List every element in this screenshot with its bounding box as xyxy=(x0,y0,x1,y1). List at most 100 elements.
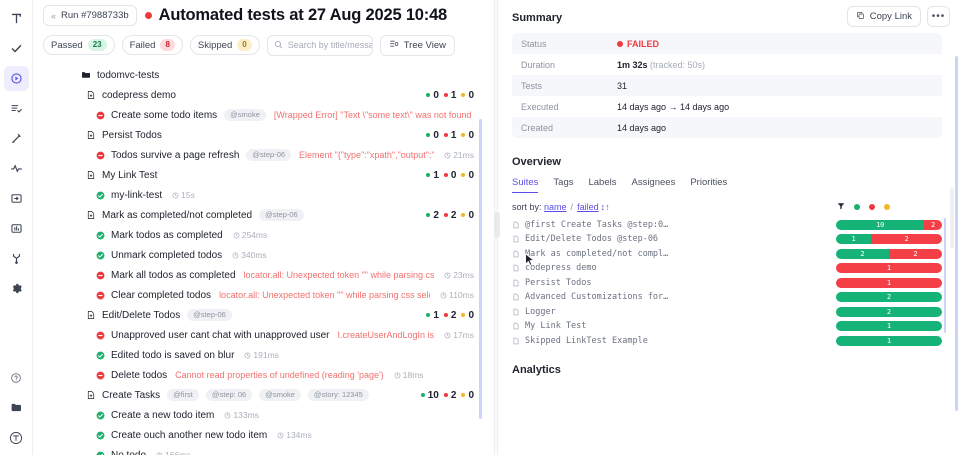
filter-passed[interactable]: Passed 23 xyxy=(43,35,115,55)
panel-splitter[interactable] xyxy=(494,0,500,455)
tree-test-row[interactable]: Todos survive a page refresh @step-06 Elem… xyxy=(33,145,496,165)
suite-tag[interactable]: @story: 12345 xyxy=(307,389,369,401)
search-input[interactable] xyxy=(287,40,372,50)
tree-suite-row[interactable]: Mark as completed/not completed @step-06 2… xyxy=(33,205,496,225)
splitter-grip[interactable] xyxy=(494,212,500,238)
tree-view-button[interactable]: Tree View xyxy=(379,34,455,56)
analytics-spark-icon[interactable] xyxy=(4,156,29,181)
test-tag[interactable]: @smoke xyxy=(224,109,266,121)
suite-tag[interactable]: @step: 06 xyxy=(205,389,253,401)
overview-suite-row[interactable]: Skipped LinkTest Example 1 xyxy=(512,334,942,348)
overview-heading: Overview xyxy=(512,156,561,168)
tree-test-row[interactable]: Create some todo items @smoke [Wrapped Err… xyxy=(33,105,496,125)
tree-suite-row[interactable]: Edit/Delete Todos @step-06 1 2 0 xyxy=(33,305,496,325)
page-title: Automated tests at 27 Aug 2025 10:48 xyxy=(144,6,447,25)
logo-icon[interactable] xyxy=(4,6,29,31)
test-error-message: Cannot read properties of undefined (rea… xyxy=(175,370,384,380)
overview-suite-row[interactable]: @first Create Tasks @step:06… 10 2 xyxy=(512,218,942,232)
overview-scrollbar[interactable] xyxy=(944,218,946,333)
tree-test-row[interactable]: Unmark completed todos 340ms xyxy=(33,245,496,265)
tab-assignees[interactable]: Assignees xyxy=(631,177,676,188)
suite-tag[interactable]: @step-06 xyxy=(187,309,232,321)
sort-direction-arrows[interactable]: ↕↑ xyxy=(600,202,610,212)
overview-suite-name: @first Create Tasks @step:06… xyxy=(525,219,673,230)
tree-test-row[interactable]: No todo 166ms xyxy=(33,445,496,455)
bar-segment-failed: 2 xyxy=(889,248,942,259)
copy-icon xyxy=(856,11,865,23)
left-scrollbar[interactable] xyxy=(479,119,482,419)
test-error-message: I.createUserAndLogIn is not a function xyxy=(337,330,435,340)
suite-tag[interactable]: @smoke xyxy=(259,389,301,401)
help-circle-icon[interactable] xyxy=(4,365,29,390)
gear-icon[interactable] xyxy=(4,276,29,301)
branch-merge-icon[interactable] xyxy=(4,246,29,271)
more-options-button[interactable]: ••• xyxy=(927,6,950,27)
status-failed-icon xyxy=(96,271,105,280)
legend-dot-passed[interactable] xyxy=(854,204,860,210)
run-clock-icon[interactable] xyxy=(3,66,29,91)
test-duration: 191ms xyxy=(244,350,279,360)
tree-test-row[interactable]: Create ouch another new todo item 134ms xyxy=(33,425,496,445)
overview-suite-row[interactable]: Logger 2 xyxy=(512,305,942,319)
overview-suite-name: Skipped LinkTest Example xyxy=(525,335,648,346)
status-passed-icon xyxy=(96,411,105,420)
avatar-icon[interactable] xyxy=(4,425,29,450)
legend-dot-skipped[interactable] xyxy=(884,204,890,210)
sort-prefix: sort by: xyxy=(512,202,542,212)
folder-icon[interactable] xyxy=(4,395,29,420)
tree-root-row[interactable]: todomvc-tests xyxy=(33,65,496,85)
tree-test-row[interactable]: Unapproved user cant chat with unapprove… xyxy=(33,325,496,345)
suite-tag[interactable]: @step-06 xyxy=(259,209,304,221)
tree-suite-row[interactable]: codepress demo 0 1 0 xyxy=(33,85,496,105)
sort-by-failed-link[interactable]: failed xyxy=(577,202,599,212)
tree-suite-row[interactable]: My Link Test 1 0 0 xyxy=(33,165,496,185)
summary-heading: Summary xyxy=(512,12,563,24)
overview-suite-row[interactable]: Advanced Customizations for … 2 xyxy=(512,291,942,305)
tab-priorities[interactable]: Priorities xyxy=(690,177,728,188)
suite-label: Edit/Delete Todos xyxy=(102,309,181,321)
tree-test-row[interactable]: Delete todos Cannot read properties of un… xyxy=(33,365,496,385)
overview-suite-row[interactable]: Edit/Delete Todos @step-06 1 2 xyxy=(512,233,942,247)
bar-segment-passed: 10 xyxy=(836,219,925,230)
edit-pencil-icon[interactable] xyxy=(4,126,29,151)
report-chart-icon[interactable] xyxy=(4,216,29,241)
checkmark-icon[interactable] xyxy=(4,36,29,61)
run-id-chip[interactable]: « Run #7988733b xyxy=(43,5,137,26)
tree-suite-row[interactable]: Persist Todos 0 1 0 xyxy=(33,125,496,145)
overview-suite-row[interactable]: Mark as completed/not comple… 2 2 xyxy=(512,247,942,261)
right-scrollbar[interactable] xyxy=(955,56,958,411)
count-passed: 10 xyxy=(420,390,439,401)
legend-dot-failed[interactable] xyxy=(869,204,875,210)
filter-skipped[interactable]: Skipped 0 xyxy=(189,35,260,55)
copy-link-button[interactable]: Copy Link xyxy=(846,6,921,27)
tree-test-row[interactable]: Create a new todo item 133ms xyxy=(33,405,496,425)
tree-view-icon xyxy=(389,39,399,52)
tree-test-row[interactable]: Mark todos as completed 254ms xyxy=(33,225,496,245)
funnel-icon[interactable] xyxy=(837,202,845,212)
file-icon xyxy=(86,130,96,140)
tree-suite-row[interactable]: Create Tasks @first @step: 06 @smoke @story:… xyxy=(33,385,496,405)
right-scroll-thumb[interactable] xyxy=(950,188,954,248)
overview-suite-row[interactable]: Persist Todos 1 xyxy=(512,276,942,290)
tree-test-row[interactable]: my-link-test 15s xyxy=(33,185,496,205)
list-check-icon[interactable] xyxy=(4,96,29,121)
filter-failed[interactable]: Failed 8 xyxy=(121,35,183,55)
summary-row: Created 14 days ago xyxy=(512,117,942,138)
overview-suite-row[interactable]: My Link Test 1 xyxy=(512,320,942,334)
overview-suite-row[interactable]: codepress demo 1 xyxy=(512,262,942,276)
tab-suites[interactable]: Suites xyxy=(512,177,539,193)
search-box[interactable] xyxy=(266,34,373,56)
tree-test-row[interactable]: Clear completed todos locator.all: Unexpe… xyxy=(33,285,496,305)
bar-segment-passed: 1 xyxy=(836,321,942,332)
tree-test-row[interactable]: Mark all todos as completed locator.all: … xyxy=(33,265,496,285)
main-column: « Run #7988733b Automated tests at 27 Au… xyxy=(33,0,496,455)
import-box-icon[interactable] xyxy=(4,186,29,211)
tree-test-row[interactable]: Edited todo is saved on blur 191ms xyxy=(33,345,496,365)
tab-labels[interactable]: Labels xyxy=(588,177,617,188)
sort-by-name-link[interactable]: name xyxy=(544,202,567,212)
test-tag[interactable]: @step-06 xyxy=(246,149,292,161)
suite-tag[interactable]: @first xyxy=(167,389,199,401)
status-passed-icon xyxy=(96,351,105,360)
tab-tags[interactable]: Tags xyxy=(553,177,574,188)
